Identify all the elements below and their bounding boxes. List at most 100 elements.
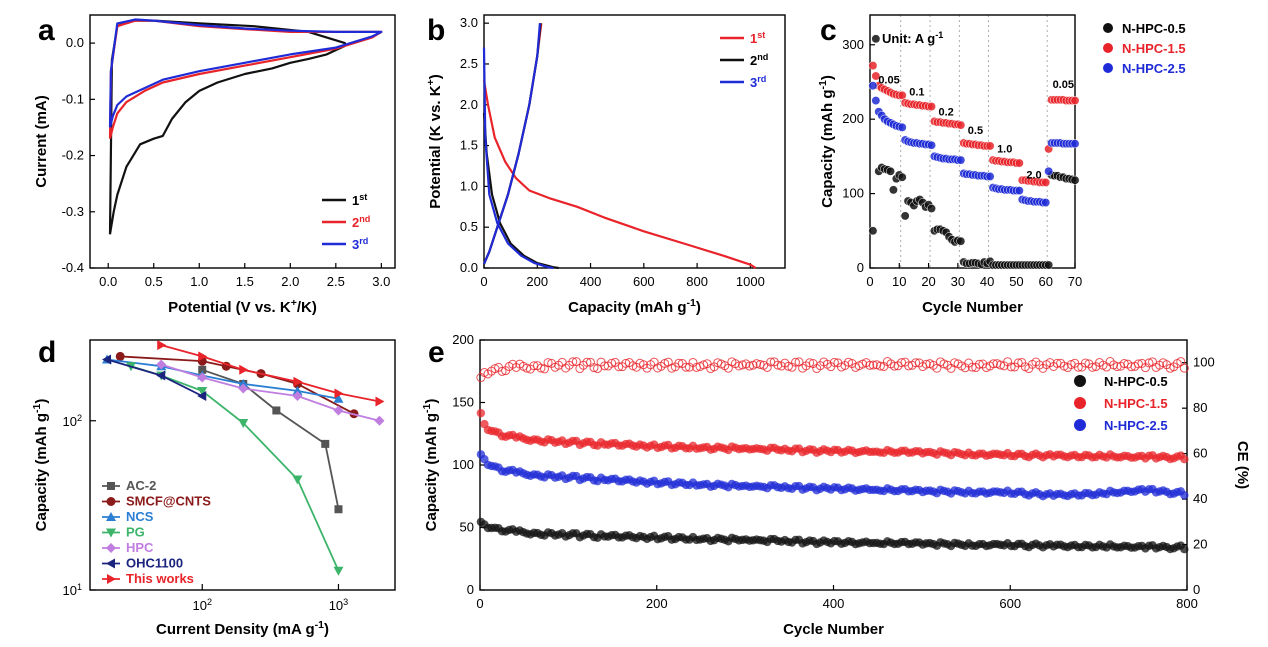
panel-c-series-N-HPC-1.5 [868, 61, 1080, 187]
panel-d-xlabel: Current Density (mA g-1) [156, 619, 329, 638]
panel-c-point [956, 236, 966, 246]
panel-c-legend-marker [1103, 63, 1113, 73]
panel-b-legend-label: 3rd [750, 74, 766, 90]
2-xtick-label: 20 [921, 274, 935, 289]
0-xtick-label: 0.5 [145, 274, 163, 289]
panel-d-marker [334, 388, 344, 399]
panel-c-point [1014, 158, 1024, 168]
panel-e-y2tick-label: 20 [1193, 537, 1207, 552]
panel-d-marker [334, 505, 343, 514]
panel-c-rate-label: 0.5 [968, 125, 983, 137]
panel-e-legend-label: N-HPC-1.5 [1104, 396, 1168, 411]
panel-b-letter: b [427, 14, 445, 47]
panel-d-series-NCS [102, 354, 344, 403]
panel-e-y2tick-label: 60 [1193, 446, 1207, 461]
panel-c-rate-label: 0.05 [878, 74, 899, 86]
panel-a-letter: a [38, 14, 55, 47]
panel-d-marker [374, 415, 385, 426]
panel-d-marker [198, 351, 208, 362]
panel-d-marker [375, 396, 385, 407]
panel-c-point [871, 71, 881, 81]
b-ytick-label: 1.5 [460, 138, 478, 153]
panel-b-series-3rd-charge [482, 23, 541, 265]
panel-e-legend-label: N-HPC-0.5 [1104, 374, 1168, 389]
panel-c-legend-label: N-HPC-0.5 [1122, 21, 1186, 36]
panel-c-point [985, 172, 995, 181]
panel-e-point [614, 362, 624, 372]
panel-c-point [1041, 177, 1051, 187]
panel-c-point [956, 155, 966, 165]
panel-e-point [1006, 362, 1016, 372]
panel-e-point [1133, 359, 1143, 369]
panel-c-ylabel: Capacity (mAh g-1) [817, 75, 836, 208]
panel-e-point [868, 360, 878, 370]
panel-e-point [1073, 362, 1083, 372]
panel-d-series-line [160, 344, 380, 403]
panel-d-marker [107, 574, 116, 584]
panel-e-point [1180, 491, 1189, 500]
panel-a-xlabel: Potential (V vs. K+/K) [168, 297, 317, 316]
panel-b-legend-label: 1st [750, 30, 765, 46]
panel-b-ylabel: Potential (K vs. K+) [425, 74, 444, 209]
panel-c-point [956, 120, 966, 130]
a-ytick-label: 0.0 [66, 35, 84, 50]
panel-e-point [921, 359, 931, 369]
panel-d-marker [321, 439, 330, 448]
panel-d-marker [333, 393, 344, 403]
panel-e-series-CE [476, 357, 1189, 383]
panel-c-unit-label: Unit: A g-1 [882, 30, 943, 46]
b-ytick-label: 0.5 [460, 219, 478, 234]
panel-d-series-line [106, 358, 339, 400]
panel-d-marker [115, 351, 125, 361]
panel-d-series-SMCF@CNTS [115, 351, 359, 419]
panel-b-legend-label: 2nd [750, 52, 768, 68]
panel-c-legend-label: N-HPC-1.5 [1122, 41, 1186, 56]
0-xtick-label: 2.0 [281, 274, 299, 289]
panel-b: 0 200 400 600 800 1000 0.0 0.5 1.0 1.5 2.0 2.5 3.0 b C… [425, 14, 786, 316]
panel-e-legend-marker [1074, 419, 1086, 431]
panel-d-marker [272, 406, 281, 415]
panel-d-legend-label: OHC1100 [126, 556, 183, 571]
1-xtick-label: 200 [526, 274, 548, 289]
panel-e-point [737, 360, 747, 370]
panel-e-legend-marker [1074, 375, 1086, 387]
panel-d-marker [157, 340, 167, 351]
panel-e-point [865, 360, 875, 370]
panel-e-point [829, 357, 839, 367]
panel-e-point [582, 357, 592, 367]
panel-e-point [476, 408, 486, 418]
panel-c-point [871, 96, 881, 106]
panel-d-marker [106, 543, 116, 553]
a-ytick-label: -0.1 [62, 91, 84, 106]
panel-e-point [497, 366, 507, 376]
panel-e-series-N-HPC-0.5 [476, 517, 1189, 554]
panel-c-point [1014, 186, 1024, 196]
panel-c-point [927, 204, 936, 213]
panel-c-rate-label: 0.1 [909, 86, 924, 98]
panel-d-marker [239, 364, 249, 375]
panel-d-marker [197, 372, 208, 383]
panel-c-series-N-HPC-0.5 [868, 34, 1080, 270]
panel-d-marker [292, 475, 303, 485]
panel-c-point [868, 81, 878, 91]
panel-c-point [1070, 175, 1080, 185]
panel-e-legend-label: N-HPC-2.5 [1104, 418, 1168, 433]
panel-d-marker [156, 359, 167, 370]
panel-e-xlabel: Cycle Number [783, 621, 884, 638]
panel-d-ytick-label: 101 [62, 582, 82, 598]
panel-e-y2tick-label: 0 [1193, 582, 1200, 597]
panel-b-series-3rd-discharge [482, 47, 554, 270]
panel-d-marker [333, 405, 344, 416]
panel-c-legend-marker [1103, 23, 1113, 33]
panel-e-point [674, 358, 684, 368]
b-ytick-label: 0.0 [460, 260, 478, 275]
c-ytick-label: 100 [842, 186, 864, 201]
1-xtick-label: 0 [480, 274, 487, 289]
e-ytick-label: 50 [460, 520, 474, 535]
panel-a-series-3rd [108, 18, 383, 128]
panel-e-point [805, 358, 815, 368]
b-ytick-label: 2.5 [460, 56, 478, 71]
panel-d-ytick-label: 102 [62, 413, 82, 429]
panel-e-y2tick-label: 80 [1193, 400, 1207, 415]
panel-c-rate-label: 1.0 [997, 144, 1012, 156]
